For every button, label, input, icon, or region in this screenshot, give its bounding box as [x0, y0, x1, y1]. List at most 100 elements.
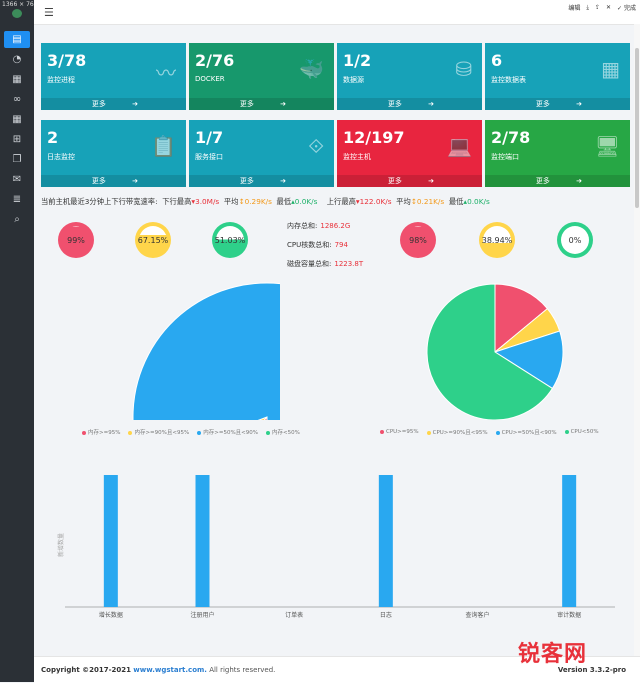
x-tick-label: 日志	[380, 611, 392, 619]
plus-square-icon: ⊞	[12, 134, 22, 145]
card-more-link[interactable]: 更多 ➔	[41, 98, 186, 110]
version-text: Version 3.3.2-pro	[557, 666, 626, 674]
toolbar-right: 编辑 ⤓ ⇪ ✕ ✓ 完成	[568, 3, 636, 13]
footer: Copyright ©2017-2021 www.wgstart.com. Al…	[34, 656, 640, 683]
gauge-value: 38.94%	[481, 235, 513, 245]
download-icon[interactable]: ⤓	[586, 3, 589, 11]
up-max-label: 上行最高	[326, 197, 356, 206]
card-more-link[interactable]: 更多 ➔	[485, 98, 630, 110]
copy-icon: ❐	[12, 154, 22, 165]
card-more-link[interactable]: 更多 ➔	[337, 175, 482, 187]
legend-label: 内存>=50%且<90%	[203, 430, 259, 436]
sidebar-item-copy[interactable]: ❐	[4, 151, 30, 168]
card-label: 监控进程	[47, 76, 75, 84]
sidebar-item-link[interactable]: ∞	[4, 91, 30, 108]
gauge-value: 51.03%	[214, 235, 246, 245]
sidebar: 1366 × 768 ▤ ◔ ▦ ∞ ▦ ⊞ ❐ ✉ ≣ ⌕	[0, 0, 38, 682]
sidebar-item-document[interactable]: ▤	[4, 31, 30, 48]
bar[interactable]	[103, 475, 118, 607]
arrow-circle-right-icon: ➔	[428, 177, 434, 185]
gauge-fill: 99%	[62, 226, 90, 254]
memory-total: 内存总和: 1286.2G	[287, 221, 350, 231]
legend-label: 内存<50%	[272, 430, 300, 436]
hamburger-menu-icon[interactable]: ☰	[44, 6, 54, 19]
card-number: 2	[47, 128, 59, 147]
legend-item[interactable]: CPU>=90%且<95%	[426, 428, 488, 436]
edit-button[interactable]: 编辑	[568, 5, 581, 12]
card-more-link[interactable]: 更多 ➔	[485, 175, 630, 187]
gauge-value: 67.15%	[137, 235, 169, 245]
footer-copyright: Copyright ©2017-2021 www.wgstart.com. Al…	[41, 666, 275, 674]
cpu-total-label: CPU核数总和:	[287, 241, 332, 249]
more-label: 更多	[535, 100, 550, 108]
up-min-label: 最低	[448, 197, 464, 206]
cpu-total: CPU核数总和: 794	[287, 240, 348, 250]
sidebar-item-mail[interactable]: ✉	[4, 171, 30, 188]
sidebar-item-grid[interactable]: ▦	[4, 111, 30, 128]
gauge-value: 99%	[67, 235, 85, 245]
resolution-label: 1366 × 768	[2, 1, 38, 8]
legend-item[interactable]: CPU>=50%且<90%	[495, 428, 557, 436]
memory-pie-legend: 内存>=95% 内存>=90%且<95% 内存>=50%且<90% 内存<50%	[82, 428, 300, 436]
site-link[interactable]: www.wgstart.com.	[133, 666, 207, 674]
arrow-updown-icon: ↕	[238, 197, 245, 206]
card-number: 3/78	[47, 51, 87, 70]
card-more-link[interactable]: 更多 ➔	[189, 175, 334, 187]
legend-item[interactable]: 内存<50%	[266, 428, 300, 436]
sidebar-item-table[interactable]: ▦	[4, 71, 30, 88]
arrow-up-icon: ▴	[291, 197, 295, 206]
x-tick-label: 审计数据	[557, 611, 581, 619]
cpu-pie-chart	[426, 283, 564, 420]
more-label: 更多	[91, 100, 106, 108]
arrow-down-icon: ▾	[355, 197, 360, 206]
card-more-link[interactable]: 更多 ➔	[337, 98, 482, 110]
clipboard-icon: 📋	[151, 134, 176, 158]
done-button[interactable]: ✓ 完成	[617, 5, 636, 12]
pie-slice[interactable]	[132, 282, 280, 420]
legend-item[interactable]: 内存>=50%且<90%	[197, 428, 258, 436]
legend-label: CPU>=50%且<90%	[501, 430, 557, 436]
legend-item[interactable]: CPU>=95%	[380, 429, 419, 435]
arrow-circle-right-icon: ➔	[576, 177, 582, 185]
share-icon[interactable]: ⇪	[594, 4, 601, 11]
card-label: 监控主机	[343, 153, 371, 161]
down-min-value: 0.0K/s	[294, 197, 318, 206]
card-label: 服务接口	[195, 153, 223, 161]
pie-slice[interactable]	[493, 330, 564, 390]
up-max-value: 122.0K/s	[359, 197, 392, 206]
card-more-link[interactable]: 更多 ➔	[41, 175, 186, 187]
down-min-label: 最低	[276, 197, 292, 206]
monitor-icon: 🖥	[594, 134, 620, 158]
stat-card: 1/2 数据源 ⛁ 更多 ➔	[337, 43, 482, 110]
bar[interactable]	[195, 475, 210, 607]
up-min-value: 0.0K/s	[467, 197, 490, 206]
sidebar-item-server[interactable]: ≣	[4, 191, 30, 208]
pie-slice[interactable]	[494, 283, 549, 354]
stat-card: 2/76 DOCKER 🐳 更多 ➔	[189, 43, 334, 110]
more-label: 更多	[535, 177, 550, 185]
stat-card: 12/197 监控主机 💻 更多 ➔	[337, 120, 482, 187]
scrollbar[interactable]	[634, 24, 640, 656]
sidebar-item-dashboard[interactable]: ◔	[4, 51, 30, 68]
scrollbar-thumb[interactable]	[635, 48, 639, 208]
legend-item[interactable]: 内存>=90%且<95%	[128, 428, 189, 436]
pie-slice[interactable]	[426, 283, 554, 420]
legend-label: 内存>=90%且<95%	[134, 430, 190, 436]
docker-whale-icon: 🐳	[299, 57, 324, 81]
bar[interactable]	[378, 475, 393, 607]
card-label: 数据源	[343, 76, 364, 84]
bar[interactable]	[562, 475, 577, 607]
database-icon: ⛁	[455, 57, 472, 81]
memory-pie-chart	[132, 282, 280, 420]
sidebar-item-plus[interactable]: ⊞	[4, 131, 30, 148]
legend-dot	[380, 429, 384, 434]
legend-label: 内存>=95%	[88, 430, 121, 436]
close-icon[interactable]: ✕	[606, 4, 612, 11]
legend-item[interactable]: CPU<50%	[564, 429, 599, 435]
pulse-icon: 〰	[156, 61, 176, 85]
legend-dot	[564, 429, 569, 434]
card-more-link[interactable]: 更多 ➔	[189, 98, 334, 110]
stat-card: 2 日志监控 📋 更多 ➔	[41, 120, 186, 187]
sidebar-item-search[interactable]: ⌕	[4, 211, 30, 228]
legend-item[interactable]: 内存>=95%	[82, 428, 120, 436]
